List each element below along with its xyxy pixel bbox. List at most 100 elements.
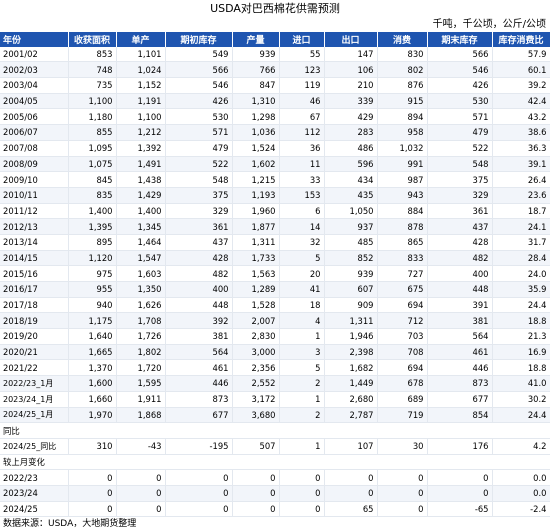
value-cell: 845: [68, 171, 117, 188]
value-cell: 461: [427, 344, 493, 361]
value-cell: 36.3: [492, 140, 550, 157]
value-cell: 1,563: [232, 265, 280, 282]
value-cell: 2: [279, 375, 325, 392]
value-cell: 2,830: [232, 328, 280, 345]
value-cell: 426: [427, 77, 493, 94]
value-cell: 1,392: [116, 140, 166, 157]
value-cell: 1,877: [232, 218, 280, 235]
value-cell: 28.4: [492, 250, 550, 267]
value-cell: 147: [324, 46, 378, 63]
value-cell: 571: [165, 124, 233, 141]
value-cell: 1,429: [116, 187, 166, 204]
value-cell: 39.2: [492, 77, 550, 94]
value-cell: 909: [324, 297, 378, 314]
value-cell: 1,528: [232, 297, 280, 314]
value-cell: 448: [165, 297, 233, 314]
value-cell: 339: [324, 93, 378, 110]
value-cell: 1,289: [232, 281, 280, 298]
value-cell: 1,946: [324, 328, 378, 345]
value-cell: 0.0: [492, 469, 550, 486]
value-cell: 2: [279, 407, 325, 424]
value-cell: 1,733: [232, 250, 280, 267]
value-cell: 530: [165, 108, 233, 126]
value-cell: 1,400: [116, 203, 166, 220]
value-cell: 2,787: [324, 407, 378, 424]
value-cell: 283: [324, 124, 378, 141]
value-cell: 522: [165, 156, 233, 173]
value-cell: 958: [377, 124, 428, 141]
table-row: 2021/22 1,370 1,720 461 2,356 5 1,682 694 446 18.…: [0, 359, 550, 377]
value-cell: 428: [427, 234, 493, 251]
value-cell: 0: [116, 501, 166, 518]
table-row: 2006/07 855 1,212 571 1,036 112 283 958 479 38.6: [0, 124, 550, 141]
supply-demand-table: 年份 收获面积 单产 期初库存 产量 进口 出口 消费 期末库存 库存消费比 2001/02 853…: [0, 32, 550, 518]
value-cell: 1,050: [324, 203, 378, 220]
value-cell: 329: [427, 187, 493, 204]
value-cell: 381: [427, 312, 493, 330]
value-cell: 1,032: [377, 140, 428, 157]
value-cell: 486: [324, 140, 378, 157]
value-cell: 0: [279, 469, 325, 486]
value-cell: 18: [279, 297, 325, 314]
value-cell: 689: [377, 391, 428, 408]
value-cell: 1,180: [68, 108, 117, 126]
value-cell: 0: [68, 485, 117, 502]
table-row: 2023/24_1月 1,660 1,911 873 3,172 1 2,680 689 677…: [0, 391, 550, 408]
value-cell: 677: [165, 407, 233, 424]
table-row: 2014/15 1,120 1,547 428 1,733 5 852 833 482 28.4: [0, 250, 550, 267]
value-cell: 802: [377, 61, 428, 79]
value-cell: 11: [279, 156, 325, 173]
table-row: 2007/08 1,095 1,392 479 1,524 36 486 1,032 522 36…: [0, 140, 550, 157]
value-cell: 884: [377, 203, 428, 220]
value-cell: 461: [165, 359, 233, 377]
value-cell: 30: [377, 438, 428, 455]
value-cell: 381: [165, 328, 233, 345]
value-cell: 1,524: [232, 140, 280, 157]
value-cell: 1,720: [116, 359, 166, 377]
value-cell: 30.2: [492, 391, 550, 408]
value-cell: 1,370: [68, 359, 117, 377]
value-cell: 939: [232, 46, 280, 63]
year-cell: 2003/04: [0, 77, 69, 94]
value-cell: 564: [165, 344, 233, 361]
value-cell: 437: [165, 234, 233, 251]
value-cell: 1: [279, 438, 325, 455]
value-cell: 429: [324, 108, 378, 126]
value-cell: 548: [427, 156, 493, 173]
value-cell: 975: [68, 265, 117, 282]
value-cell: 1,024: [116, 61, 166, 79]
header-row: 年份 收获面积 单产 期初库存 产量 进口 出口 消费 期末库存 库存消费比: [0, 32, 550, 47]
value-cell: 873: [165, 391, 233, 408]
value-cell: 60.1: [492, 61, 550, 79]
value-cell: 2,680: [324, 391, 378, 408]
value-cell: 530: [427, 93, 493, 110]
value-cell: 26.4: [492, 171, 550, 188]
value-cell: 0: [68, 501, 117, 518]
year-cell: 2008/09: [0, 156, 69, 173]
value-cell: 46: [279, 93, 325, 110]
value-cell: 1,438: [116, 171, 166, 188]
value-cell: 18.8: [492, 359, 550, 377]
value-cell: 57.9: [492, 46, 550, 63]
value-cell: 1,400: [68, 203, 117, 220]
column-header: 消费: [377, 32, 428, 47]
value-cell: 1: [279, 391, 325, 408]
value-cell: 448: [427, 281, 493, 298]
value-cell: 426: [165, 93, 233, 110]
table-row: 2015/16 975 1,603 482 1,563 20 939 727 400 24.0: [0, 265, 550, 282]
value-cell: 0: [377, 485, 428, 502]
value-cell: 1,640: [68, 328, 117, 345]
table-title: USDA对巴西棉花供需预测: [210, 2, 340, 15]
value-cell: 1,310: [232, 93, 280, 110]
value-cell: 24.4: [492, 407, 550, 424]
year-cell: 2001/02: [0, 46, 69, 63]
value-cell: 23.6: [492, 187, 550, 204]
table-row: 2004/05 1,100 1,191 426 1,310 46 339 915 530 42.4: [0, 93, 550, 110]
value-cell: 748: [68, 61, 117, 79]
value-cell: -195: [165, 438, 233, 455]
value-cell: 1,212: [116, 124, 166, 141]
value-cell: 20: [279, 265, 325, 282]
value-cell: 35.9: [492, 281, 550, 298]
value-cell: 176: [427, 438, 493, 455]
column-header: 期初库存: [165, 32, 233, 47]
